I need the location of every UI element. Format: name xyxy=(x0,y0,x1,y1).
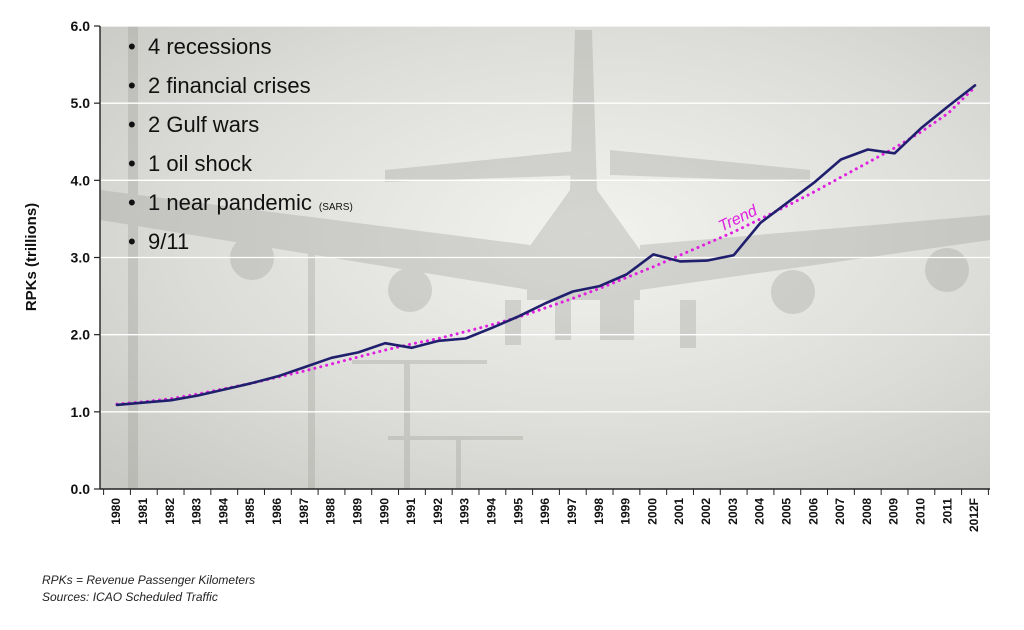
x-tick-label: 2006 xyxy=(806,498,820,525)
x-tick-label: 1991 xyxy=(404,498,418,525)
series-lines xyxy=(115,84,977,407)
x-tick-label: 2001 xyxy=(672,498,686,525)
x-tick-label: 1989 xyxy=(350,498,364,525)
x-tick-label: 1988 xyxy=(324,498,338,525)
y-tick-label: 1.0 xyxy=(71,404,91,420)
x-tick-label: 1998 xyxy=(592,498,606,525)
bullet-text: 9/11 xyxy=(148,229,189,254)
x-tick-label: 1996 xyxy=(538,498,552,525)
x-tick-label: 1997 xyxy=(565,498,579,525)
bullet-point: • xyxy=(128,112,136,137)
x-tick-label: 1986 xyxy=(270,498,284,525)
bullet-text: 4 recessions xyxy=(148,34,272,59)
gridlines xyxy=(94,25,990,490)
bullet-point: • xyxy=(128,34,136,59)
x-tick-label: 2010 xyxy=(914,498,928,525)
x-tick-label: 1990 xyxy=(377,498,391,525)
x-tick-label: 2002 xyxy=(699,498,713,525)
x-tick-label: 2005 xyxy=(779,498,793,525)
x-tick-label: 2011 xyxy=(940,498,954,524)
x-tick-label: 1992 xyxy=(431,498,445,525)
rpk-line xyxy=(115,84,977,407)
y-tick-label: 0.0 xyxy=(71,481,91,497)
x-tick-label: 1983 xyxy=(190,498,204,525)
footnote-source: Sources: ICAO Scheduled Traffic xyxy=(42,590,218,604)
bullet-text: 2 financial crises xyxy=(148,73,311,98)
x-tick-label: 2009 xyxy=(887,498,901,525)
x-tick-label: 1982 xyxy=(163,498,177,525)
bullet-point: • xyxy=(128,151,136,176)
y-tick-label: 3.0 xyxy=(71,250,91,266)
y-tick-label: 5.0 xyxy=(71,95,91,111)
y-tick-label: 4.0 xyxy=(71,172,91,188)
x-tick-label: 1994 xyxy=(485,498,499,525)
x-tick-label: 1985 xyxy=(243,498,257,525)
x-tick-label: 2003 xyxy=(726,498,740,525)
bullet-text: 1 oil shock xyxy=(148,151,253,176)
bullet-note: (SARS) xyxy=(319,202,353,213)
x-tick-label: 1984 xyxy=(216,498,230,525)
x-tick-label: 1993 xyxy=(458,498,472,525)
x-tick-label: 1999 xyxy=(619,498,633,525)
x-tick-label: 2012F xyxy=(967,498,981,532)
y-tick-label: 2.0 xyxy=(71,327,91,343)
axes xyxy=(99,26,990,490)
x-tick-label: 2007 xyxy=(833,498,847,525)
bullet-point: • xyxy=(128,190,136,215)
y-tick-labels: 0.0 1.0 2.0 3.0 4.0 5.0 6.0 xyxy=(71,18,91,497)
x-tick-label: 2000 xyxy=(645,498,659,525)
bullet-text: 2 Gulf wars xyxy=(148,112,259,137)
x-tick-labels: 1980 1981 1982 1983 1984 1985 1986 1987 1988 1989… xyxy=(103,489,989,532)
footnote-definition: RPKs = Revenue Passenger Kilometers xyxy=(42,573,256,587)
x-tick-label: 1995 xyxy=(511,498,525,525)
x-tick-label: 1980 xyxy=(109,498,123,525)
x-tick-label: 2008 xyxy=(860,498,874,525)
bullet-point: • xyxy=(128,73,136,98)
y-tick-label: 6.0 xyxy=(71,18,91,34)
x-tick-label: 1987 xyxy=(297,498,311,525)
bullet-point: • xyxy=(128,229,136,254)
x-tick-label: 1981 xyxy=(136,498,150,525)
y-axis-label: RPKs (trillions) xyxy=(23,203,40,311)
x-tick-label: 2004 xyxy=(753,498,767,525)
